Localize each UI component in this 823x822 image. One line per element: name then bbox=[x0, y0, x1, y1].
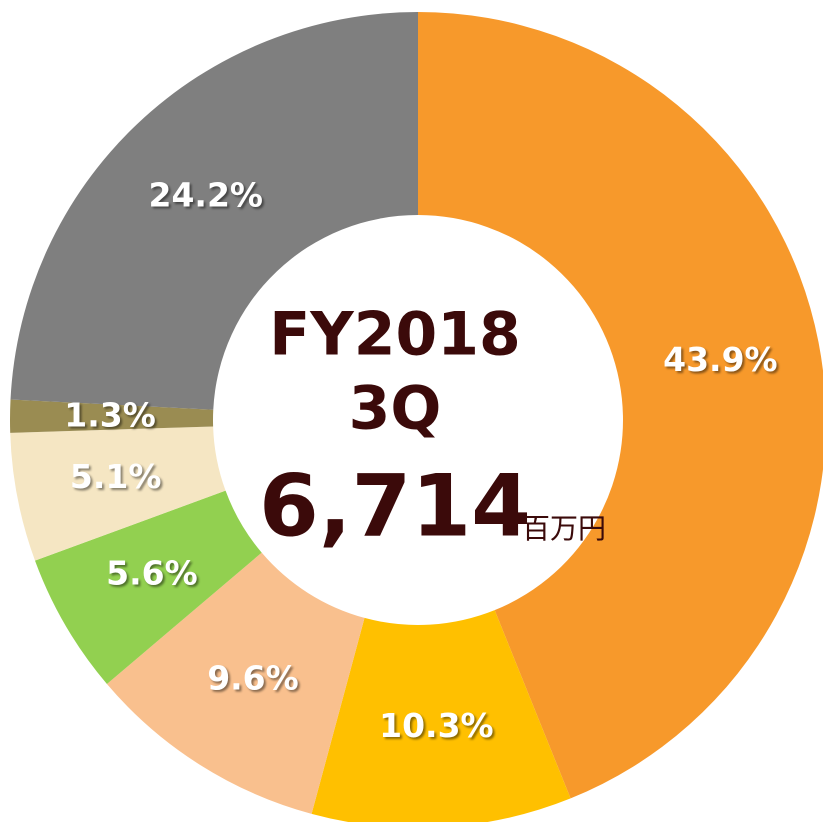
slice bbox=[10, 12, 419, 410]
slice bbox=[34, 490, 262, 684]
data-label: 5.1% bbox=[70, 457, 162, 496]
unit-label: 百万円 bbox=[522, 512, 606, 545]
data-label: 43.9% bbox=[663, 340, 778, 379]
total-value: 6,714 bbox=[259, 456, 531, 556]
data-label: 10.3% bbox=[379, 706, 494, 745]
slice bbox=[106, 552, 365, 814]
data-label: 5.6% bbox=[106, 554, 198, 593]
slice bbox=[10, 399, 214, 433]
slice bbox=[10, 426, 226, 561]
data-label: 9.6% bbox=[207, 659, 299, 698]
data-label: 1.3% bbox=[64, 396, 156, 435]
chart-title: FY2018 bbox=[269, 300, 520, 370]
chart-subtitle: 3Q bbox=[349, 374, 442, 444]
slice bbox=[418, 12, 823, 799]
slice bbox=[311, 610, 571, 822]
data-label: 24.2% bbox=[149, 175, 264, 214]
slices bbox=[10, 12, 823, 822]
